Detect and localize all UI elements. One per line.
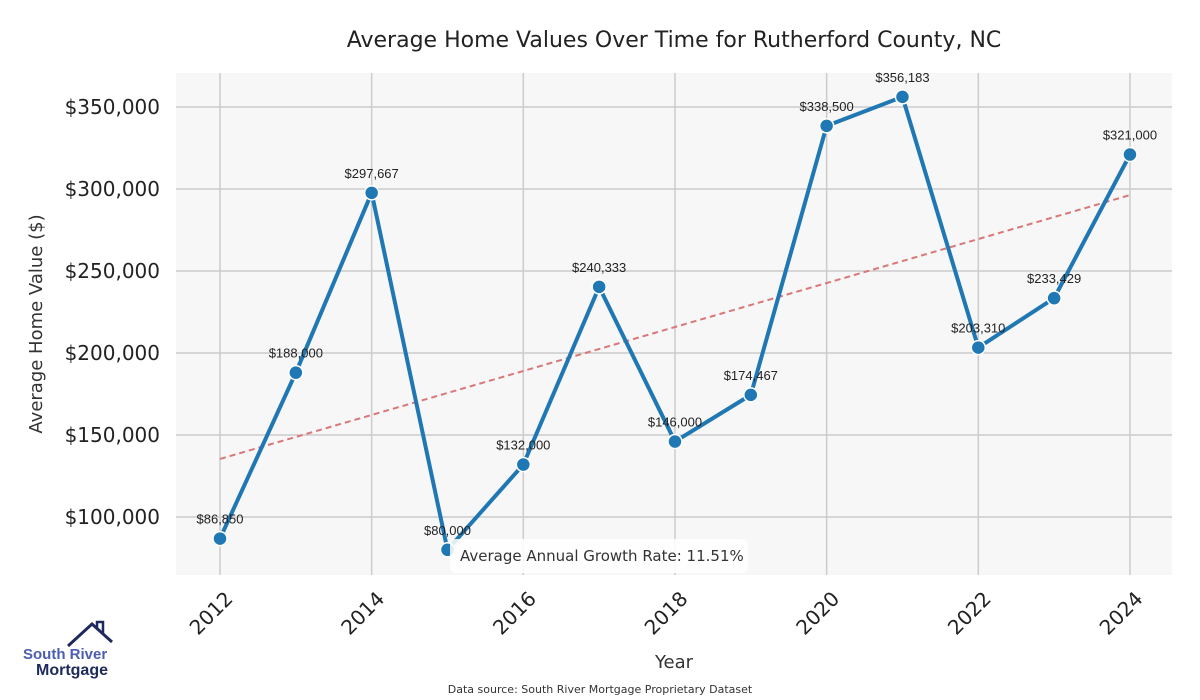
- y-tick-label: $100,000: [65, 505, 160, 529]
- data-label: $146,000: [648, 415, 702, 430]
- data-point: [1122, 146, 1138, 163]
- plot-area: [176, 73, 1172, 575]
- data-point: [288, 364, 304, 381]
- data-point: [212, 530, 228, 547]
- y-tick-label: $350,000: [65, 95, 160, 119]
- data-label: $188,000: [269, 346, 323, 361]
- x-tick-label: 2012: [185, 587, 238, 640]
- data-point: [743, 387, 759, 403]
- data-label: $86,850: [197, 512, 244, 527]
- x-tick-label: 2014: [336, 587, 389, 640]
- logo-line1: South River: [23, 646, 108, 663]
- data-label: $80,000: [424, 523, 471, 538]
- data-source: Data source: South River Mortgage Propri…: [448, 683, 753, 696]
- chart-title: Average Home Values Over Time for Ruther…: [347, 28, 1002, 53]
- data-point: [894, 89, 911, 105]
- x-axis-label: Year: [654, 652, 694, 673]
- data-point: [515, 456, 532, 473]
- x-tick-label: 2020: [791, 587, 844, 640]
- house-roof-icon: [66, 620, 114, 648]
- data-point: [667, 433, 683, 450]
- y-tick-label: $200,000: [65, 341, 160, 365]
- y-tick-label: $250,000: [65, 259, 160, 283]
- y-tick-label: $300,000: [65, 177, 160, 201]
- growth-rate-annotation: Average Annual Growth Rate: 11.51%: [460, 547, 744, 565]
- x-tick-label: 2018: [640, 587, 693, 640]
- x-tick-label: 2024: [1095, 587, 1148, 640]
- data-point: [1046, 290, 1062, 306]
- data-point: [818, 118, 835, 134]
- data-label: $321,000: [1103, 128, 1157, 143]
- data-label: $174,467: [724, 368, 778, 383]
- data-label: $297,667: [345, 166, 399, 181]
- annotation-box: [450, 539, 748, 573]
- x-tick-label: 2022: [943, 587, 996, 640]
- data-label: $338,500: [800, 99, 854, 114]
- data-label: $233,429: [1027, 271, 1081, 286]
- trend-line: [219, 194, 1131, 460]
- logo-line2: Mortgage: [36, 662, 108, 679]
- data-label: $356,183: [875, 70, 929, 85]
- data-label: $132,000: [496, 438, 550, 453]
- data-label: $240,333: [572, 260, 626, 275]
- x-tick-label: 2016: [488, 587, 541, 640]
- data-label: $203,310: [951, 321, 1005, 336]
- data-point: [970, 339, 987, 356]
- y-tick-label: $150,000: [65, 423, 160, 447]
- south-river-mortgage-logo: South River Mortgage: [20, 620, 120, 680]
- y-axis-label: Average Home Value ($): [26, 214, 47, 433]
- data-point: [591, 279, 607, 295]
- data-point: [363, 185, 380, 201]
